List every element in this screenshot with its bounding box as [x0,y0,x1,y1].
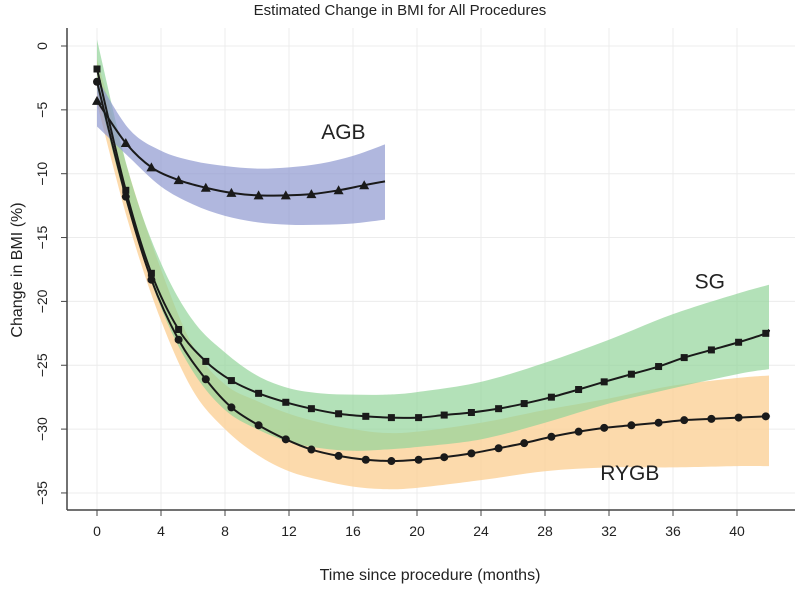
data-point-sg [520,400,528,408]
x-axis-label: Time since procedure (months) [320,567,541,584]
data-point-rygb [680,416,689,425]
data-point-rygb [414,455,423,464]
data-point-agb [333,185,344,195]
data-point-agb [173,175,184,185]
x-tick-label: 4 [157,523,165,539]
data-point-rygb [307,445,316,454]
ci-band-agb [97,77,385,226]
data-point-sg [762,329,770,337]
series-label-sg: SG [695,271,725,294]
data-point-agb [92,95,102,105]
y-tick-label: −20 [34,289,50,313]
data-point-sg [547,393,555,401]
data-point-agb [146,162,157,172]
data-point-rygb [520,439,529,448]
x-tick-label: 40 [729,523,745,539]
data-point-rygb [574,427,583,436]
series-labels: RYGB SG AGB [321,121,725,485]
data-point-agb [200,182,211,192]
data-point-sg [735,338,743,346]
data-point-sg [175,325,183,333]
series-label-rygb: RYGB [600,462,659,485]
data-point-rygb [600,423,609,432]
data-point-sg [707,346,715,354]
ci-band-rygb [97,58,769,490]
y-axis-label: Change in BMI (%) [9,202,26,337]
data-point-sg [93,65,101,73]
y-tick-label: −15 [34,225,50,249]
chart-title: Estimated Change in BMI for All Procedur… [254,2,547,19]
y-tick-label: −35 [34,481,50,505]
y-tick-label: −25 [34,353,50,377]
data-point-sg [282,398,290,406]
x-tick-label: 8 [221,523,229,539]
data-point-rygb [334,451,343,460]
y-tick-label: −5 [34,102,50,118]
ci-band-sg [97,39,769,451]
data-point-sg [467,408,475,416]
data-point-sg [362,412,370,420]
data-point-rygb [467,449,476,458]
data-point-rygb [761,412,770,421]
data-point-agb [120,138,131,148]
data-point-rygb [387,457,396,466]
data-point-rygb [361,455,370,464]
x-tick-label: 24 [473,523,489,539]
x-tick-label: 12 [281,523,297,539]
data-point-rygb [654,418,663,427]
data-point-sg [202,357,210,365]
data-point-sg [627,370,635,378]
data-point-sg [122,186,130,194]
data-point-rygb [494,444,503,453]
y-tick-label: −10 [34,162,50,186]
data-point-rygb [227,403,236,412]
data-point-sg [655,363,663,371]
data-point-rygb [174,335,183,344]
data-point-rygb [440,453,449,462]
data-point-sg [147,269,155,277]
data-point-sg [575,386,583,394]
data-point-rygb [734,413,743,422]
data-point-sg [255,389,263,397]
data-point-rygb [254,421,263,430]
data-point-rygb [547,432,556,441]
confidence-bands [97,39,769,490]
y-tick-label: 0 [34,42,50,50]
data-point-sg [227,377,235,385]
data-point-agb [253,190,264,200]
data-point-sg [307,405,315,413]
data-point-sg [440,411,448,419]
axes: 0 4 8 12 16 20 24 28 32 36 40 0 −5 −10 −15 −20 −25 −30 −35 [34,28,795,539]
x-tick-label: 36 [665,523,681,539]
x-tick-label: 0 [93,523,101,539]
x-tick-label: 20 [409,523,425,539]
data-point-agb [226,187,237,197]
x-tick-label: 28 [537,523,553,539]
data-point-sg [680,354,688,362]
series-lines [92,65,771,466]
data-point-sg [600,378,608,386]
data-point-sg [335,410,343,418]
data-point-agb [280,190,291,200]
y-tick-label: −30 [34,417,50,441]
data-point-rygb [201,375,210,384]
data-point-agb [359,180,370,190]
data-point-agb [306,189,317,199]
x-tick-label: 32 [601,523,617,539]
data-point-rygb [707,414,716,423]
data-point-sg [415,414,423,422]
data-point-rygb [281,435,290,444]
data-point-rygb [627,421,636,430]
x-tick-label: 16 [345,523,361,539]
series-label-agb: AGB [321,121,365,144]
data-point-sg [387,414,395,422]
data-point-sg [495,405,503,413]
